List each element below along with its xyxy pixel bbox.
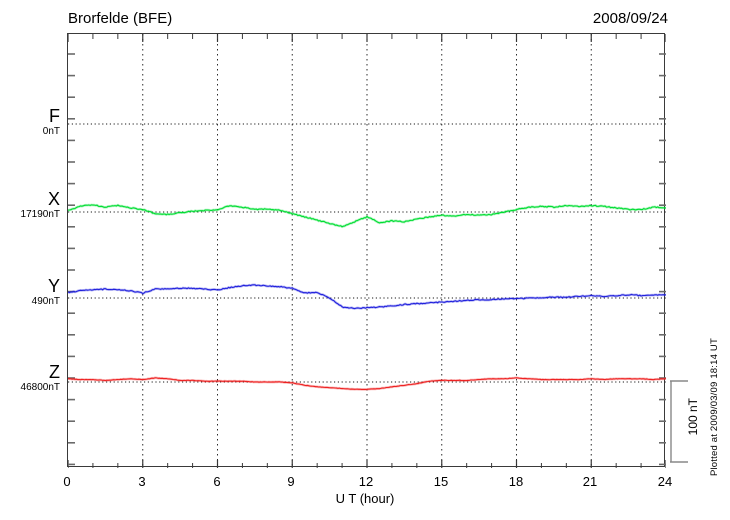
plotted-at-caption: Plotted at 2009/03/09 18:14 UT	[709, 338, 720, 477]
component-letter-Y: Y	[47, 276, 60, 296]
component-label-Y: Y 490nT	[2, 277, 60, 307]
component-value-Y: 490nT	[31, 296, 60, 307]
xtick-label-6: 6	[213, 474, 221, 489]
plot-canvas	[68, 34, 666, 468]
component-letter-F: F	[49, 106, 60, 126]
component-label-X: X 17190nT	[2, 190, 60, 220]
component-value-F: 0nT	[42, 126, 60, 137]
component-value-X: 17190nT	[20, 209, 60, 220]
page-title: Brorfelde (BFE)	[68, 10, 173, 27]
xtick-label-24: 24	[657, 474, 673, 489]
xtick-label-3: 3	[138, 474, 146, 489]
component-letter-X: X	[47, 189, 60, 209]
component-letter-Z: Z	[49, 362, 60, 382]
xtick-label-12: 12	[358, 474, 374, 489]
trace-halo-X	[68, 203, 666, 229]
xtick-label-18: 18	[508, 474, 524, 489]
magnetogram-plot	[67, 33, 666, 468]
scale-bar-label: 100 nT	[686, 398, 700, 436]
trace-Y	[68, 284, 666, 310]
component-label-Z: Z 46800nT	[2, 363, 60, 393]
scale-bar	[670, 380, 688, 463]
xtick-label-0: 0	[63, 474, 71, 489]
xtick-label-15: 15	[433, 474, 449, 489]
x-axis-title: U T (hour)	[335, 491, 395, 506]
trace-X	[68, 204, 666, 228]
component-label-F: F 0nT	[2, 107, 60, 137]
trace-Z	[68, 377, 666, 390]
component-value-Z: 46800nT	[20, 382, 60, 393]
xtick-label-9: 9	[287, 474, 295, 489]
xtick-label-21: 21	[582, 474, 598, 489]
chart-date: 2008/09/24	[592, 10, 668, 27]
